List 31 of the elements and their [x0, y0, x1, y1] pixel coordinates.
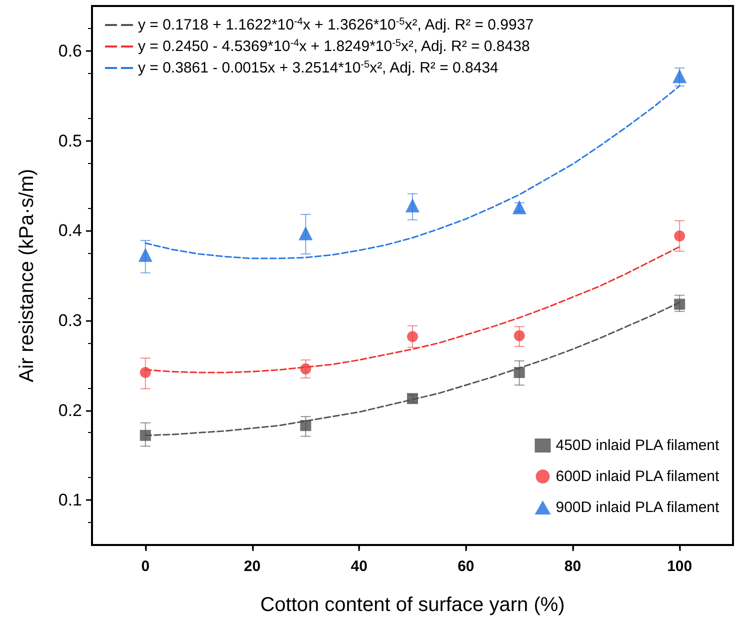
- point: [140, 367, 151, 378]
- y-tick-label: 0.3: [58, 310, 82, 330]
- point: [300, 420, 312, 432]
- legend-label: 450D inlaid PLA filament: [556, 437, 720, 454]
- point: [514, 330, 525, 342]
- y-tick-label: 0.1: [58, 490, 82, 510]
- legend-label: 900D inlaid PLA filament: [556, 499, 720, 516]
- x-tick-label: 40: [350, 558, 368, 575]
- x-tick-label: 0: [141, 558, 150, 575]
- point: [140, 430, 151, 441]
- point: [406, 198, 420, 212]
- point: [300, 363, 312, 374]
- x-tick-label: 100: [667, 558, 692, 575]
- point: [674, 298, 686, 310]
- x-tick-label: 80: [564, 558, 582, 575]
- point: [514, 367, 525, 378]
- point: [138, 248, 152, 262]
- x-axis-title: Cotton content of surface yarn (%): [260, 594, 565, 616]
- y-tick-label: 0.5: [58, 131, 82, 150]
- line-series: [144, 85, 680, 260]
- y-tick-label: 0.2: [58, 400, 82, 420]
- point: [298, 226, 313, 240]
- point: [674, 230, 686, 242]
- x-tick-label: 20: [244, 558, 261, 575]
- point: [672, 69, 687, 84]
- point: [407, 331, 418, 342]
- y-axis-title: Air resistance (kPa·s/m): [16, 168, 38, 382]
- y-tick-label: 0.4: [58, 221, 82, 240]
- legend-label: 600D inlaid PLA filament: [556, 468, 720, 485]
- y-tick-label: 0.6: [58, 41, 82, 60]
- x-tick-label: 60: [458, 558, 474, 575]
